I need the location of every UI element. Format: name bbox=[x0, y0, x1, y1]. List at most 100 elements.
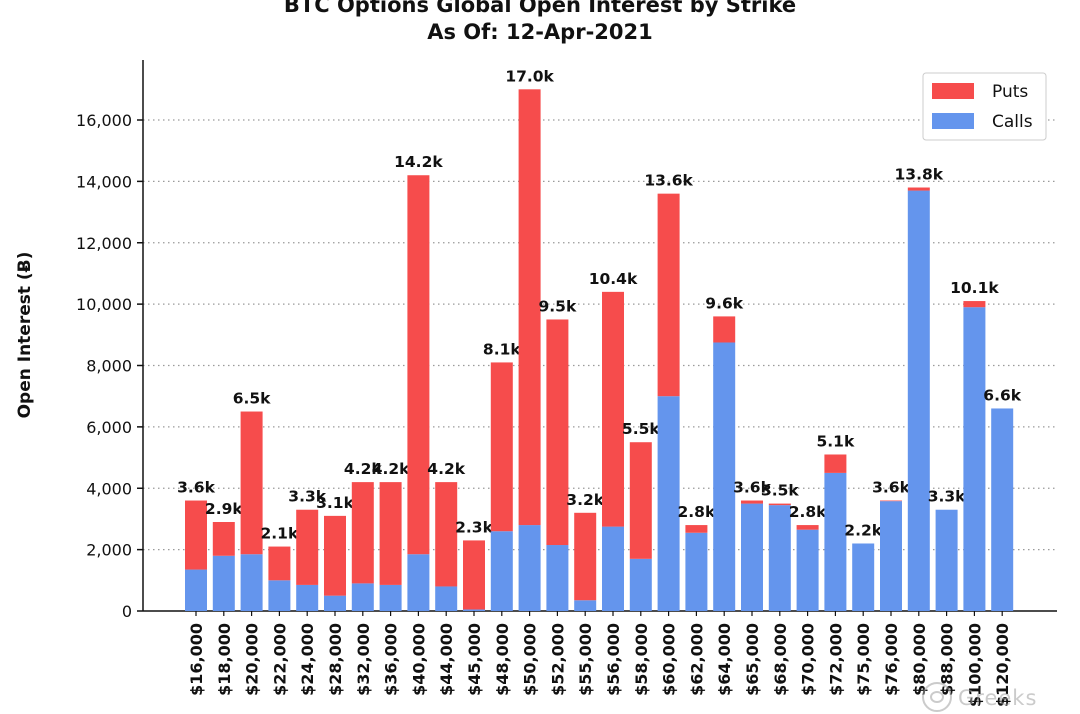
y-tick-label: 16,000 bbox=[76, 111, 132, 130]
bar-calls bbox=[657, 396, 680, 611]
x-tick-label: $36,000 bbox=[382, 623, 401, 696]
bar-puts bbox=[296, 509, 319, 585]
watermark: Greeks bbox=[922, 682, 1038, 714]
bar-total-label: 13.6k bbox=[644, 172, 693, 190]
bar-calls bbox=[602, 526, 624, 611]
legend-label-calls: Calls bbox=[992, 112, 1033, 132]
bar-puts bbox=[768, 503, 791, 506]
bar-total-label: 3.2k bbox=[566, 491, 604, 509]
bar-puts bbox=[796, 525, 819, 530]
bar-puts bbox=[657, 193, 680, 397]
x-tick-label: $88,000 bbox=[938, 623, 957, 696]
bar-calls bbox=[379, 584, 402, 611]
bar-puts bbox=[907, 187, 930, 191]
bar-calls bbox=[435, 586, 458, 611]
bar-calls bbox=[741, 503, 763, 611]
legend-label-puts: Puts bbox=[992, 82, 1028, 102]
bar-calls bbox=[185, 569, 207, 611]
bar-calls bbox=[351, 583, 374, 611]
x-tick-label: $28,000 bbox=[326, 623, 345, 696]
bar-calls bbox=[685, 532, 708, 611]
watermark-text: Greeks bbox=[958, 686, 1038, 710]
bar-puts bbox=[713, 316, 736, 343]
bar-total-label: 14.2k bbox=[394, 153, 443, 171]
bar-puts bbox=[185, 500, 207, 570]
bar-total-label: 6.5k bbox=[233, 390, 271, 408]
bar-total-label: 17.0k bbox=[505, 67, 554, 85]
chart-subtitle: As Of: 12-Apr-2021 bbox=[427, 20, 653, 44]
bar-total-label: 3.3k bbox=[288, 488, 326, 506]
bar-total-label: 6.6k bbox=[983, 386, 1021, 404]
bar-calls bbox=[935, 509, 958, 611]
x-tick-label: $72,000 bbox=[826, 623, 845, 696]
bar-total-label: 5.1k bbox=[817, 432, 855, 450]
bar-puts bbox=[212, 522, 235, 556]
x-tick-label: $100,000 bbox=[965, 623, 984, 707]
bar-calls bbox=[268, 580, 291, 611]
bar-puts bbox=[546, 319, 569, 546]
x-tick-label: $24,000 bbox=[298, 623, 317, 696]
bar-puts bbox=[407, 175, 430, 555]
legend-swatch-calls bbox=[932, 113, 974, 129]
x-tick-label: $45,000 bbox=[465, 623, 484, 696]
bar-calls bbox=[963, 307, 986, 611]
x-tick-label: $80,000 bbox=[910, 623, 929, 696]
bar-puts bbox=[490, 362, 513, 532]
bar-total-label: 2.8k bbox=[678, 503, 716, 521]
x-tick-label: $75,000 bbox=[854, 623, 873, 696]
x-tick-label: $65,000 bbox=[743, 623, 762, 696]
bar-total-label: 3.6k bbox=[177, 479, 215, 497]
x-tick-label: $64,000 bbox=[715, 623, 734, 696]
bar-calls bbox=[629, 558, 652, 611]
bar-total-label: 2.3k bbox=[455, 518, 493, 536]
x-tick-label: $18,000 bbox=[215, 623, 234, 696]
x-tick-label: $50,000 bbox=[521, 623, 540, 696]
x-tick-label: $20,000 bbox=[243, 623, 262, 696]
y-tick-label: 14,000 bbox=[76, 172, 132, 191]
bar-calls bbox=[713, 342, 736, 611]
y-tick-label: 2,000 bbox=[86, 541, 132, 560]
bar-calls bbox=[768, 505, 791, 611]
y-tick-label: 12,000 bbox=[76, 234, 132, 253]
legend-swatch-puts bbox=[932, 83, 974, 99]
bar-total-label: 3.5k bbox=[761, 482, 799, 500]
bar-total-label: 2.9k bbox=[205, 500, 243, 518]
x-tick-label: $60,000 bbox=[660, 623, 679, 696]
bar-puts bbox=[379, 482, 402, 585]
bar-total-label: 3.3k bbox=[928, 488, 966, 506]
bar-puts bbox=[268, 546, 291, 581]
x-tick-label: $70,000 bbox=[799, 623, 818, 696]
bar-total-label: 3.6k bbox=[872, 479, 910, 497]
x-tick-label: $58,000 bbox=[632, 623, 651, 696]
bar-calls bbox=[824, 472, 847, 611]
x-tick-label: $16,000 bbox=[187, 623, 206, 696]
bar-total-label: 4.2k bbox=[372, 460, 410, 478]
bar-total-label: 2.1k bbox=[261, 525, 299, 543]
bar-puts bbox=[602, 291, 624, 527]
x-tick-label: $32,000 bbox=[354, 623, 373, 696]
bar-total-label: 10.1k bbox=[950, 279, 999, 297]
bar-puts bbox=[518, 89, 541, 526]
bar-calls bbox=[518, 525, 541, 611]
bar-total-label: 4.2k bbox=[344, 460, 382, 478]
bar-puts bbox=[240, 411, 263, 555]
bar-total-label: 10.4k bbox=[589, 270, 638, 288]
x-tick-label: $68,000 bbox=[771, 623, 790, 696]
bar-calls bbox=[490, 531, 513, 611]
bar-puts bbox=[685, 525, 708, 533]
wechat-icon bbox=[922, 682, 952, 712]
bar-total-label: 3.1k bbox=[316, 494, 354, 512]
bar-puts bbox=[963, 301, 986, 308]
y-tick-label: 0 bbox=[122, 602, 132, 621]
chart-title: BTC Options Global Open Interest by Stri… bbox=[283, 0, 797, 17]
x-tick-label: $44,000 bbox=[437, 623, 456, 696]
x-tick-label: $22,000 bbox=[270, 623, 289, 696]
bar-puts bbox=[824, 454, 847, 473]
bar-calls bbox=[463, 609, 485, 611]
bar-total-label: 5.5k bbox=[622, 420, 660, 438]
bar-calls bbox=[852, 543, 875, 611]
bar-calls bbox=[796, 529, 819, 611]
bar-total-label: 9.6k bbox=[705, 294, 743, 312]
